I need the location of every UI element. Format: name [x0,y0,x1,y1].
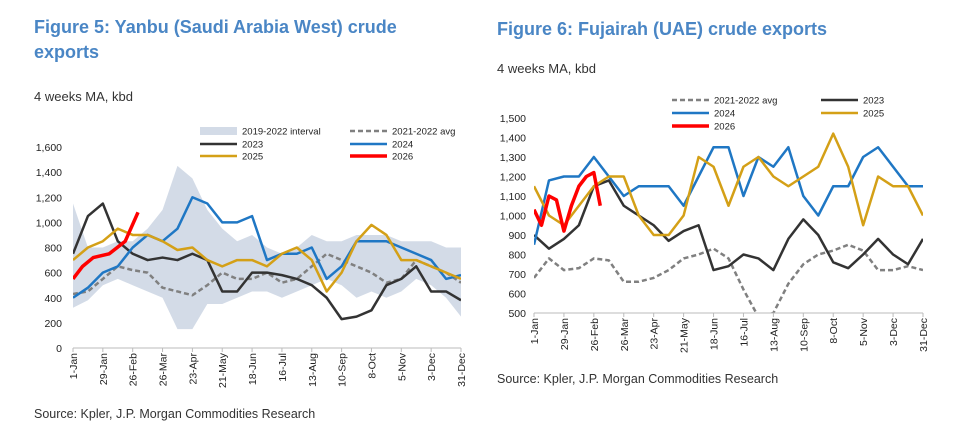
y-tick-label: 1,600 [36,142,62,154]
y-tick-label: 200 [44,318,62,330]
y-tick-label: 800 [44,243,62,255]
legend-item: 2019-2022 interval [200,127,321,138]
legend-label: 2021-2022 avg [714,96,777,107]
legend-label: 2023 [242,140,263,151]
legend-swatch [200,127,237,135]
x-tick-label: 31-Dec [918,318,930,352]
chart-1: 0 200 400 600 800 1,000 1,200 1,400 1,600 1-Jan 29… [36,127,468,389]
legend-item: 2024 [672,109,735,120]
x-tick-label: 26-Feb [589,318,601,351]
y-tick-label: 500 [508,308,526,320]
x-tick-label: 10-Sep [798,318,810,352]
series-line-2025 [534,132,923,237]
legend-item: 2023 [200,140,263,151]
x-tick-label: 5-Nov [858,317,870,346]
y-tick-label: 1,000 [36,217,62,229]
legend-item: 2021-2022 avg [672,96,777,107]
y-tick-label: 1,100 [500,191,526,203]
legend-item: 2025 [200,152,263,163]
legend-label: 2024 [714,109,735,120]
legend-item: 2021-2022 avg [350,127,455,138]
y-tick-label: 400 [44,293,62,305]
legend-label: 2024 [392,140,413,151]
x-tick-label: 26-Mar [619,318,631,352]
x-tick-label: 5-Nov [396,352,408,381]
x-tick-label: 23-Apr [187,352,199,384]
series-line-2024 [73,196,461,299]
y-tick-label: 800 [508,250,526,262]
plot-area [73,165,461,330]
x-tick-label: 21-May [217,352,229,388]
x-tick-label: 1-Jan [68,353,80,379]
series-line-2021-2022 avg [534,243,923,313]
x-tick-label: 26-Feb [128,353,140,386]
legend-item: 2024 [350,140,413,151]
x-tick-label: 13-Aug [307,353,319,387]
figure5-subtitle: 4 weeks MA, kbd [34,89,133,104]
y-tick-label: 1,400 [500,133,526,145]
legend-label: 2021-2022 avg [392,127,455,138]
series-line-2024 [534,146,923,246]
y-tick-label: 1,200 [36,192,62,204]
legend-label: 2025 [863,109,884,120]
x-tick-label: 29-Jan [98,353,110,385]
figure6-source: Source: Kpler, J.P. Morgan Commodities R… [497,372,779,386]
legend-label: 2025 [242,152,263,163]
y-tick-label: 1,500 [500,113,526,125]
x-tick-label: 10-Sep [337,353,349,387]
x-tick-label: 26-Mar [158,353,170,387]
y-tick-label: 600 [508,289,526,301]
legend-item: 2026 [350,152,413,163]
chart-2: 500 600 700 800 900 1,000 1,100 1,200 1,300 1,400… [500,96,930,354]
x-tick-label: 3-Dec [426,353,438,381]
x-tick-label: 1-Jan [529,318,541,344]
legend-label: 2026 [392,152,413,163]
y-tick-label: 1,400 [36,167,62,179]
figure6-title: Figure 6: Fujairah (UAE) crude exports [497,19,828,39]
x-tick-label: 21-May [679,317,691,353]
legend-item: 2023 [821,96,884,107]
x-tick-label: 23-Apr [649,317,661,349]
x-tick-label: 16-Jul [738,318,750,347]
figure5-title: Figure 5: Yanbu (Saudi Arabia West) crud… [34,17,397,62]
x-tick-label: 18-Jun [247,353,259,385]
figure5-source: Source: Kpler, J.P. Morgan Commodities R… [34,407,316,421]
series-line-2023 [534,179,923,272]
y-tick-label: 1,300 [500,152,526,164]
x-tick-label: 3-Dec [888,318,900,346]
x-tick-label: 18-Jun [709,318,721,350]
y-tick-label: 700 [508,269,526,281]
x-tick-label: 29-Jan [559,318,571,350]
figure6-subtitle: 4 weeks MA, kbd [497,61,596,76]
series-line-2026 [73,211,140,280]
legend-label: 2019-2022 interval [242,127,321,138]
y-tick-label: 1,000 [500,211,526,223]
series-line-2025 [73,223,461,293]
y-tick-label: 600 [44,268,62,280]
x-tick-label: 13-Aug [768,318,780,352]
x-tick-label: 8-Oct [828,318,840,344]
x-tick-label: 16-Jul [277,353,289,382]
legend-item: 2026 [672,122,735,133]
y-tick-label: 1,200 [500,172,526,184]
legend-label: 2023 [863,96,884,107]
x-tick-label: 31-Dec [456,353,468,387]
x-tick-label: 8-Oct [366,353,378,379]
y-tick-label: 900 [508,230,526,242]
legend-item: 2025 [821,109,884,120]
y-tick-label: 0 [56,343,62,355]
series-line-2023 [73,202,461,321]
plot-area [534,132,923,313]
series-line-2026 [534,170,602,233]
legend-label: 2026 [714,122,735,133]
